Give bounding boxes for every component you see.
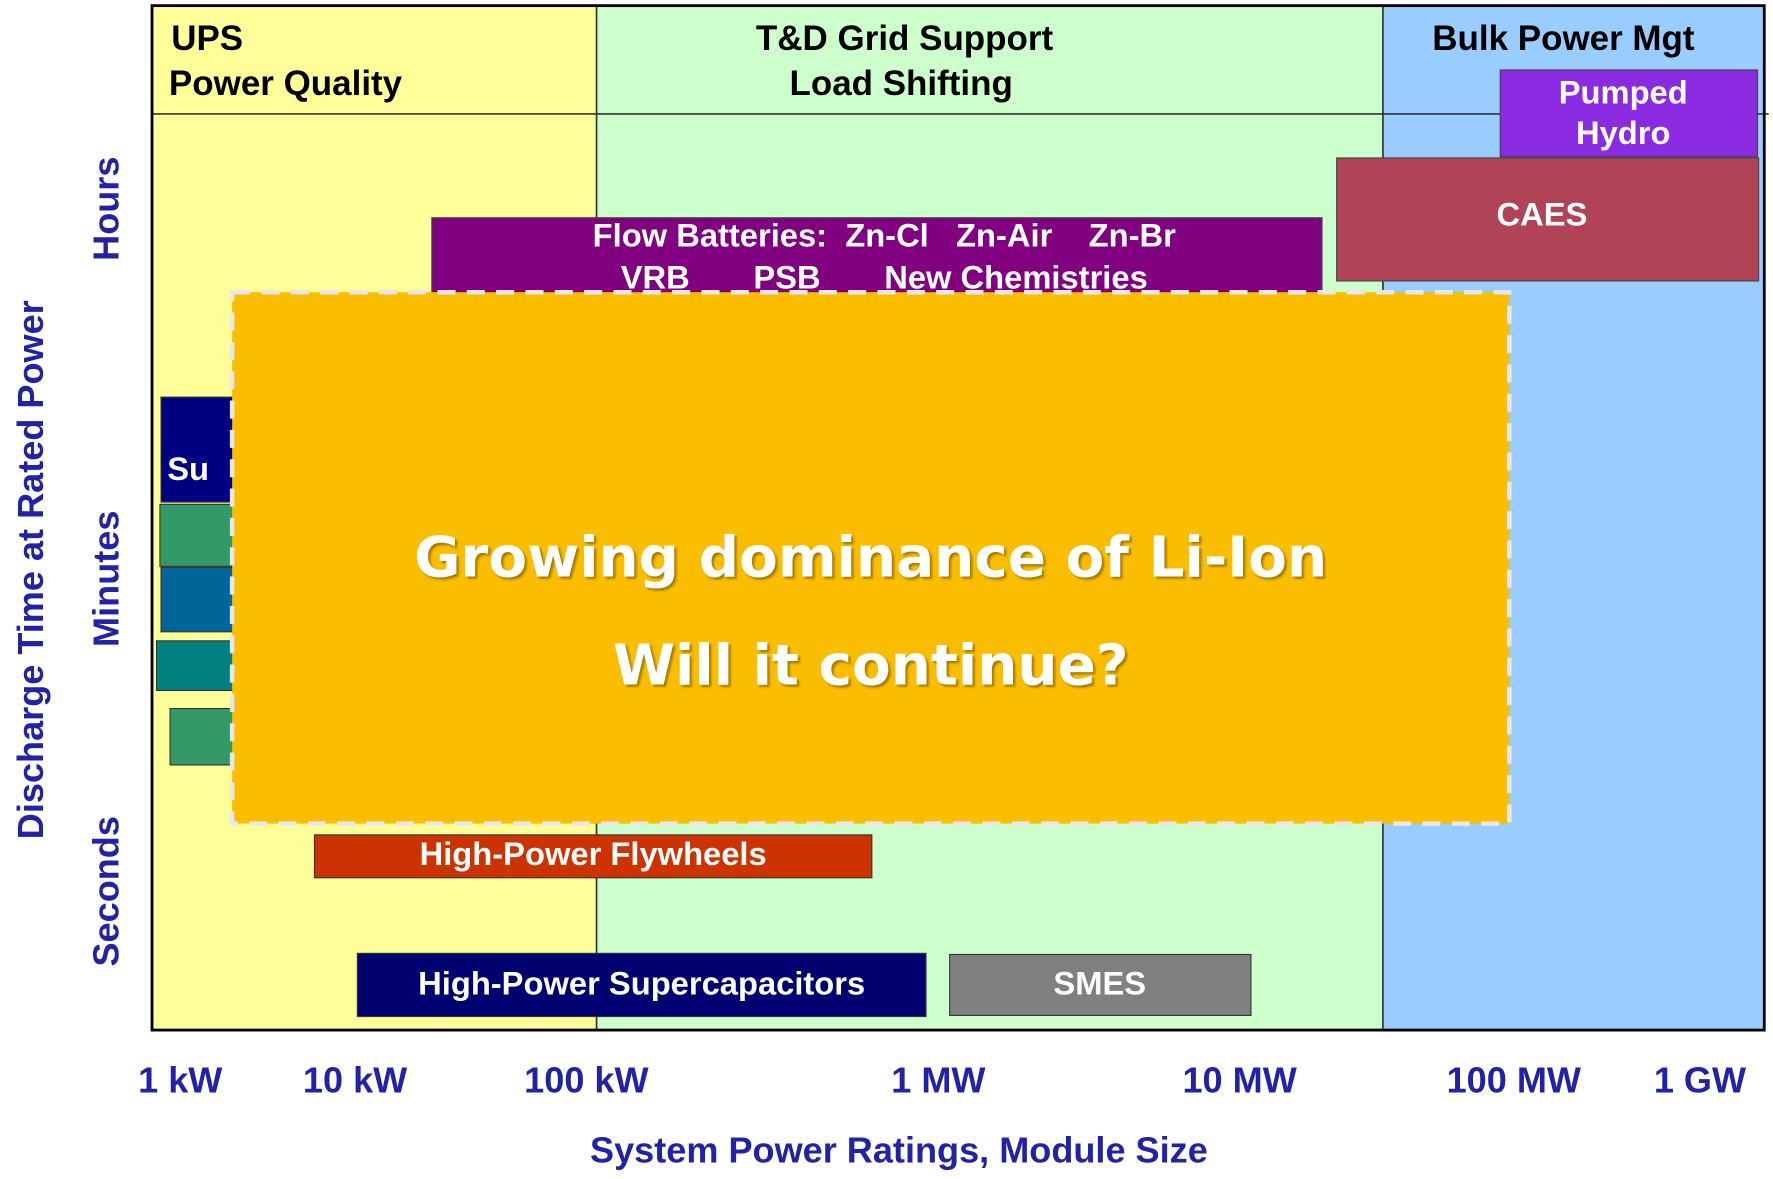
box-label: Pumped [1559,73,1688,110]
x-label: 1 kW [138,1060,223,1101]
box-label: Hydro [1576,114,1671,151]
tech-box [169,707,237,766]
tech-box [160,566,237,633]
y-axis-title: Discharge Time at Rated Power [10,300,51,839]
y-label: Hours [86,157,127,261]
x-label: 100 MW [1447,1060,1582,1101]
smes-box [949,953,1252,1016]
caes-box [1336,157,1760,282]
x-label: 10 MW [1182,1060,1297,1101]
y-label: Seconds [86,816,127,966]
x-label: 1 MW [891,1060,986,1101]
region-title: UPS [171,19,243,58]
box-label: SMES [1053,965,1146,1002]
x-label: 100 kW [524,1060,649,1101]
box-label: CAES [1497,195,1588,232]
box-label: VRB PSB New Chemistries [621,258,1148,295]
pumped-hydro-box [1499,69,1759,158]
tech-box [160,396,237,503]
x-label: 10 kW [303,1060,408,1101]
x-axis-title: System Power Ratings, Module Size [590,1130,1208,1171]
region-subtitle: Load Shifting [789,64,1012,103]
box-label: Flow Batteries: Zn-Cl Zn-Air Zn-Br [593,217,1176,254]
box-label: High-Power Flywheels [420,835,767,872]
tech-box [159,503,235,567]
region-title: Bulk Power Mgt [1432,19,1695,58]
box-label: Su [167,450,209,487]
flywheels-box [313,834,873,879]
x-label: 1 GW [1654,1060,1747,1101]
overlay-text: Will it continue? [613,634,1129,699]
frame [150,4,1766,1032]
box-label: High-Power Supercapacitors [418,965,865,1002]
region-title: T&D Grid Support [756,19,1054,58]
overlay-text: Growing dominance of Li-Ion [414,525,1327,590]
region-subtitle: Power Quality [169,64,403,103]
overlay-box [229,289,1512,826]
supercaps-box [356,952,927,1018]
tech-box [155,640,237,692]
y-label: Minutes [86,511,127,647]
